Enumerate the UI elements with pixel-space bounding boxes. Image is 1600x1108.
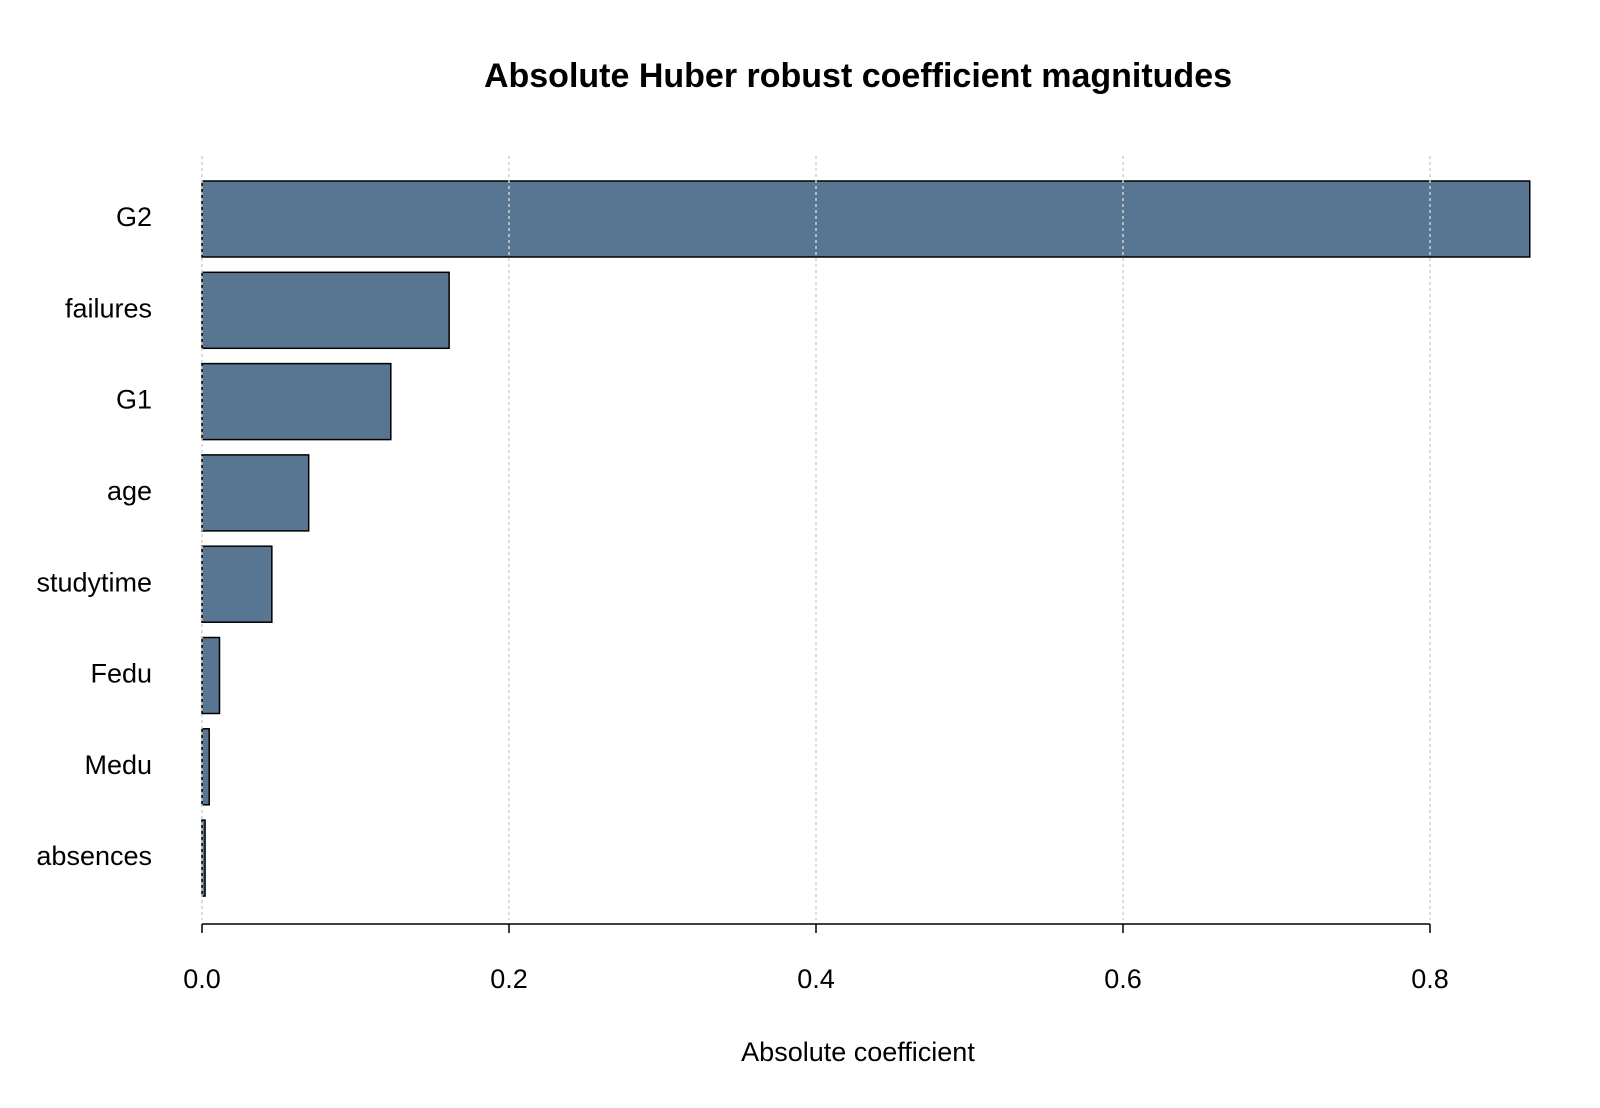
- x-tick-label: 0.2: [490, 964, 528, 994]
- y-tick-label: failures: [65, 293, 152, 323]
- bar: [201, 454, 310, 532]
- y-tick-label: G2: [116, 202, 152, 232]
- y-tick-label: age: [107, 476, 152, 506]
- x-tick-label: 0.8: [1411, 964, 1449, 994]
- bar: [201, 636, 221, 715]
- x-tick-label: 0.4: [797, 964, 835, 994]
- y-tick-label: Medu: [84, 750, 152, 780]
- bar: [201, 271, 450, 350]
- y-tick-label: studytime: [36, 567, 152, 597]
- y-tick-label: G1: [116, 385, 152, 415]
- y-tick-label: Fedu: [90, 659, 152, 689]
- y-tick-label: absences: [36, 841, 152, 871]
- chart-title: Absolute Huber robust coefficient magnit…: [484, 57, 1232, 95]
- bar: [201, 180, 1531, 258]
- x-axis-label: Absolute coefficient: [741, 1037, 975, 1067]
- bar: [201, 728, 210, 806]
- x-tick-label: 0.6: [1104, 964, 1142, 994]
- x-tick-label: 0.0: [183, 964, 221, 994]
- bar: [201, 362, 392, 441]
- bar: [201, 545, 273, 623]
